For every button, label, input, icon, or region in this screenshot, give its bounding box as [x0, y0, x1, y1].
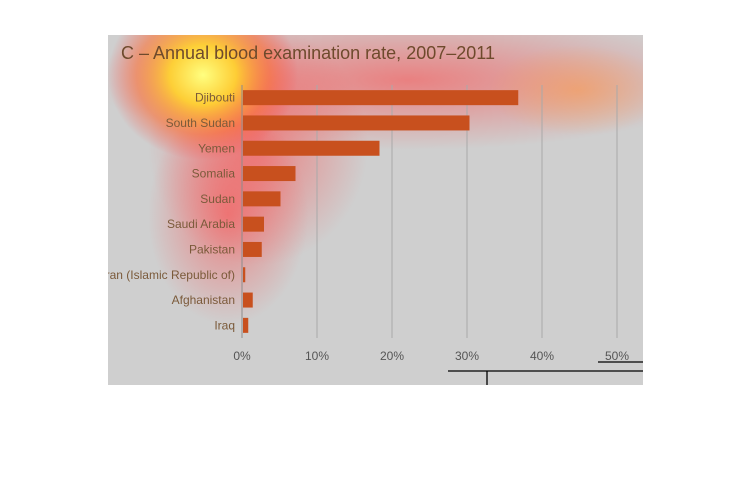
category-label: Sudan	[200, 192, 235, 206]
category-label: South Sudan	[166, 116, 235, 130]
chart-svg: C – Annual blood examination rate, 2007–…	[108, 35, 643, 363]
chart-panel: C – Annual blood examination rate, 2007–…	[108, 35, 643, 385]
x-tick-label: 50%	[605, 349, 629, 363]
bar	[243, 292, 253, 308]
x-tick-label: 20%	[380, 349, 404, 363]
category-label: Afghanistan	[172, 293, 235, 307]
bar	[243, 90, 519, 106]
category-label: Djibouti	[195, 91, 235, 105]
category-label: Saudi Arabia	[167, 217, 235, 231]
category-label: Yemen	[198, 141, 235, 155]
x-tick-label: 30%	[455, 349, 479, 363]
x-axis-tick-labels: 0% 10% 20% 30% 40% 50%	[233, 349, 629, 363]
x-tick-label: 0%	[233, 349, 251, 363]
category-labels: Djibouti South Sudan Yemen Somalia Sudan Saud…	[108, 91, 235, 333]
bar	[243, 267, 246, 283]
bar	[243, 115, 470, 131]
bar	[243, 166, 296, 182]
chart-title: C – Annual blood examination rate, 2007–…	[121, 43, 495, 63]
category-label: Somalia	[192, 167, 236, 181]
category-label: Iran (Islamic Republic of)	[108, 268, 235, 282]
bar	[243, 317, 249, 333]
bar	[243, 191, 281, 207]
x-tick-label: 10%	[305, 349, 329, 363]
category-label: Pakistan	[189, 242, 235, 256]
category-label: Iraq	[214, 318, 235, 332]
bar	[243, 140, 380, 156]
bar	[243, 241, 262, 257]
bars	[243, 90, 519, 333]
x-tick-label: 40%	[530, 349, 554, 363]
bar	[243, 216, 264, 232]
